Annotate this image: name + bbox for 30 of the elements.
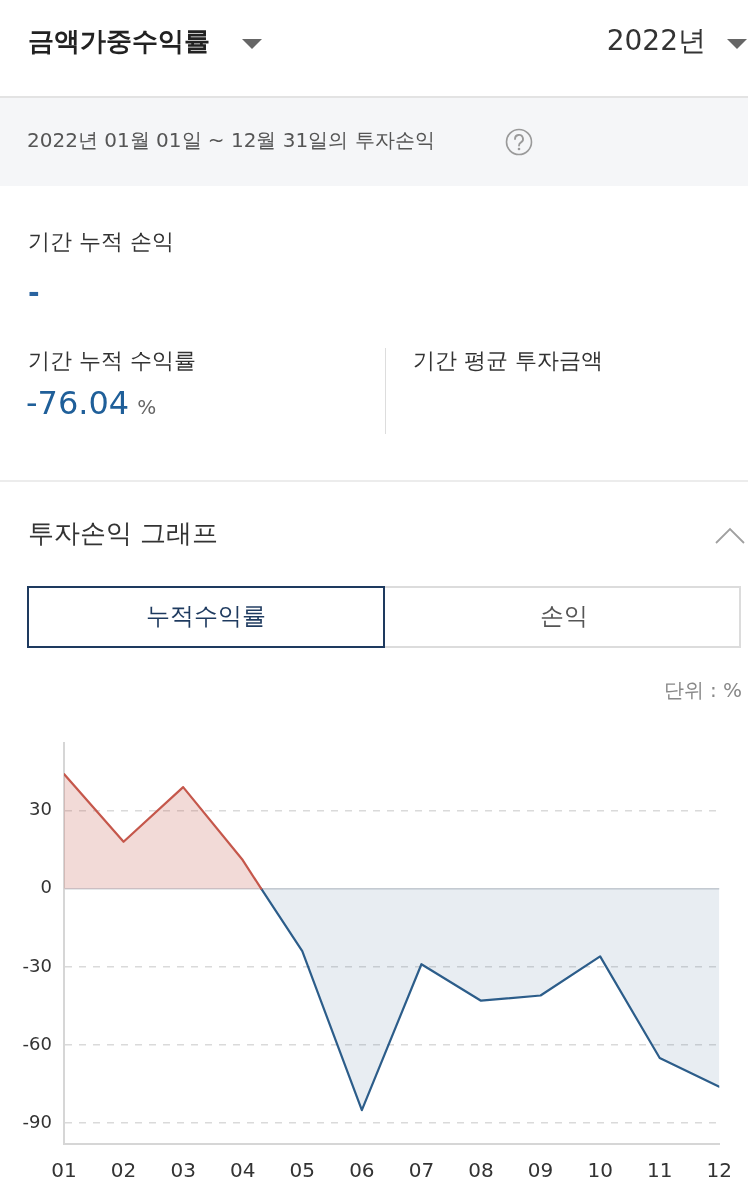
x-tick-label: 03 (170, 1158, 196, 1183)
x-tick-label: 09 (527, 1158, 554, 1183)
x-tick-label: 07 (408, 1158, 435, 1183)
text: -76.04 (26, 384, 130, 423)
y-tick-label: -30 (22, 954, 52, 976)
y-tick-label: -90 (22, 1110, 52, 1132)
text: 2022년 (606, 24, 706, 58)
x-tick-label: 04 (229, 1158, 256, 1183)
x-tick-label: 05 (289, 1158, 316, 1183)
x-tick-label: 06 (349, 1158, 375, 1183)
chart-subtitle: 2022년 01월 01일 ~ 12월 31일의 투자손익 (27, 128, 435, 152)
x-tick-label: 12 (706, 1158, 732, 1183)
text: 누적수익률 (146, 602, 266, 630)
text: 기간 평균 투자금액 (413, 348, 603, 375)
y-tick-label: -60 (22, 1032, 52, 1054)
text: - (28, 276, 40, 310)
y-tick-label: 30 (29, 798, 52, 820)
x-tick-label: 08 (468, 1158, 494, 1183)
x-tick-label: 11 (646, 1158, 673, 1183)
x-tick-label: 10 (587, 1158, 613, 1183)
text: % (137, 395, 157, 419)
y-axis-title: 단위 : % (663, 678, 742, 702)
text: 손익 (540, 602, 588, 630)
text: 금액가중수익률 (28, 26, 210, 58)
chart-title: 투자손익 그래프 (28, 518, 219, 550)
text: 기간 누적 손익 (28, 229, 174, 256)
x-tick-label: 01 (51, 1158, 77, 1183)
x-tick-label: 02 (110, 1158, 137, 1183)
text: 기간 누적 수익률 (28, 348, 196, 375)
y-tick-label: 0 (40, 876, 52, 898)
